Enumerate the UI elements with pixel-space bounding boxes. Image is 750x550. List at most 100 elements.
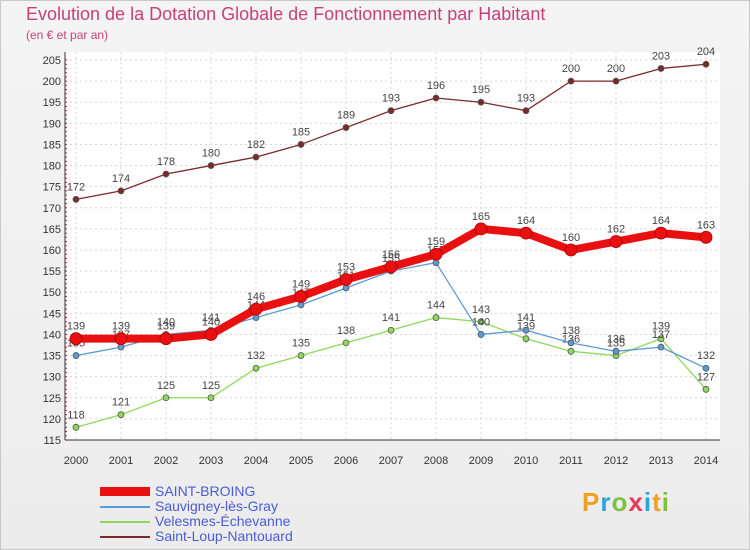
data-point	[342, 339, 350, 347]
x-tick-label: 2009	[469, 455, 493, 467]
logo-letter: t	[652, 487, 662, 517]
data-label: 172	[67, 181, 85, 193]
data-label: 141	[517, 312, 535, 324]
data-point	[612, 77, 620, 85]
y-tick-label: 115	[43, 435, 61, 447]
chart-subtitle: (en € et par an)	[26, 28, 109, 42]
data-point	[249, 302, 263, 316]
data-point	[339, 273, 353, 286]
legend-swatch	[100, 487, 150, 496]
data-point	[252, 364, 260, 372]
data-point	[567, 77, 575, 85]
data-label: 146	[247, 291, 265, 303]
legend-swatch	[100, 521, 150, 523]
legend-label: Sauvigney-lès-Gray	[155, 498, 278, 514]
data-label: 139	[517, 321, 535, 333]
data-label: 136	[607, 333, 625, 345]
y-tick-label: 155	[43, 266, 61, 278]
data-label: 149	[292, 278, 310, 290]
x-tick-label: 2007	[379, 455, 403, 467]
data-label: 118	[67, 409, 85, 421]
data-label: 185	[292, 126, 310, 138]
data-label: 136	[562, 333, 580, 345]
data-point	[567, 347, 575, 355]
y-tick-label: 185	[43, 139, 61, 151]
x-tick-label: 2012	[604, 455, 628, 467]
y-tick-label: 195	[43, 97, 61, 109]
data-point	[384, 260, 398, 274]
y-tick-label: 140	[43, 329, 61, 341]
data-point	[297, 141, 305, 148]
data-point	[699, 230, 713, 244]
data-label: 135	[292, 338, 310, 350]
logo-letter: x	[628, 487, 644, 517]
y-tick-label: 170	[43, 203, 61, 215]
data-label: 139	[67, 321, 85, 333]
data-label: 165	[472, 211, 490, 223]
x-tick-label: 2001	[109, 455, 133, 467]
x-tick-label: 2006	[334, 455, 358, 467]
data-point	[207, 394, 215, 402]
data-label: 121	[112, 397, 130, 409]
data-label: 139	[652, 321, 670, 333]
data-label: 180	[202, 148, 220, 160]
data-label: 178	[157, 156, 175, 168]
data-point	[477, 98, 485, 106]
data-point	[657, 65, 665, 72]
data-label: 193	[382, 93, 400, 105]
data-point	[432, 94, 440, 102]
data-label: 138	[562, 325, 580, 337]
chart-title: Evolution de la Dotation Globale de Fonc…	[26, 4, 546, 24]
y-tick-label: 165	[43, 224, 61, 236]
x-tick-label: 2011	[559, 455, 583, 467]
y-tick-label: 135	[43, 351, 61, 363]
data-label: 159	[427, 236, 445, 248]
y-tick-label: 175	[43, 182, 61, 194]
data-point	[162, 394, 170, 402]
logo-letter: P	[582, 487, 601, 517]
data-label: 196	[427, 80, 445, 92]
data-label: 153	[337, 262, 355, 274]
data-point	[477, 318, 485, 326]
data-point	[72, 352, 80, 359]
y-tick-label: 180	[43, 161, 61, 173]
logo-letter: o	[611, 487, 629, 517]
data-point	[207, 162, 215, 169]
y-tick-label: 160	[43, 245, 61, 257]
data-point	[702, 60, 710, 68]
data-label: 163	[697, 219, 715, 231]
data-label: 193	[517, 93, 535, 105]
data-point	[294, 290, 308, 303]
data-label: 164	[652, 215, 670, 227]
x-tick-label: 2013	[649, 455, 673, 467]
legend-label: SAINT-BROING	[155, 483, 256, 499]
data-point	[117, 411, 125, 419]
data-point	[387, 107, 395, 115]
legend-swatch	[100, 536, 150, 538]
data-point	[702, 364, 710, 372]
y-tick-label: 200	[43, 76, 61, 88]
data-point	[429, 247, 443, 261]
data-label: 125	[157, 380, 175, 392]
line-chart: 115 120 125 130 135 140 145 150 155 160 165 170 175 1…	[43, 46, 720, 467]
data-label: 139	[157, 321, 175, 333]
data-point	[204, 328, 218, 341]
data-label: 140	[472, 316, 490, 328]
y-tick-label: 150	[43, 287, 61, 299]
data-label: 138	[337, 325, 355, 337]
data-point	[342, 124, 350, 131]
data-label: 137	[652, 329, 670, 341]
data-point	[702, 385, 710, 393]
proxiti-logo: Proxiti	[582, 487, 670, 518]
data-point	[117, 187, 125, 195]
series-3: 172 174 178 180 182 185 189 193 196 195 193 200 200 2…	[67, 46, 715, 203]
data-label: 141	[382, 312, 400, 324]
data-label: 139	[112, 321, 130, 333]
data-label: 135	[607, 338, 625, 350]
y-tick-label: 190	[43, 118, 61, 130]
legend-swatch	[100, 506, 150, 508]
x-tick-label: 2008	[424, 455, 448, 467]
data-point	[297, 352, 305, 359]
